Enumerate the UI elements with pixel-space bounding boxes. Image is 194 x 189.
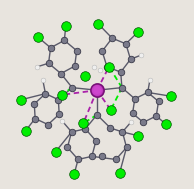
Point xyxy=(111,37,114,40)
Point xyxy=(95,113,99,116)
Point xyxy=(157,100,160,103)
Point xyxy=(140,53,143,57)
Point xyxy=(35,66,38,69)
Point xyxy=(59,72,62,75)
Point xyxy=(36,35,39,38)
Point xyxy=(133,97,136,100)
Point xyxy=(77,158,80,161)
Point xyxy=(109,108,112,112)
Point xyxy=(20,98,23,101)
Point xyxy=(119,71,122,74)
Point xyxy=(57,98,60,101)
Point xyxy=(49,46,52,49)
Point xyxy=(60,93,63,96)
Point xyxy=(121,130,124,133)
Point xyxy=(95,89,99,92)
Point xyxy=(137,30,140,33)
Point xyxy=(146,91,149,94)
Point xyxy=(164,122,167,125)
Point xyxy=(71,86,74,89)
Point xyxy=(142,121,145,124)
Point xyxy=(101,50,104,53)
Point xyxy=(47,62,50,65)
Point xyxy=(95,89,99,92)
Point xyxy=(130,120,133,123)
Point xyxy=(105,65,108,68)
Point xyxy=(34,117,37,120)
Point xyxy=(94,139,98,142)
Point xyxy=(58,113,61,116)
Point xyxy=(41,79,44,82)
Point xyxy=(155,115,158,118)
Point xyxy=(61,120,64,123)
Point xyxy=(101,155,104,158)
Point xyxy=(120,86,123,89)
Point xyxy=(92,66,95,69)
Point xyxy=(83,74,87,77)
Point xyxy=(109,126,112,129)
Point xyxy=(124,42,127,45)
Point xyxy=(63,39,66,42)
Point xyxy=(75,49,78,52)
Point xyxy=(33,102,36,105)
Point xyxy=(73,65,76,68)
Point xyxy=(125,146,128,149)
Point xyxy=(114,158,117,161)
Point xyxy=(99,68,102,71)
Point xyxy=(82,122,85,125)
Point xyxy=(131,112,134,115)
Point xyxy=(24,129,27,132)
Point xyxy=(70,130,73,133)
Point xyxy=(47,123,50,126)
Point xyxy=(90,155,93,158)
Point xyxy=(118,171,121,174)
Point xyxy=(97,22,100,26)
Point xyxy=(129,58,132,61)
Point xyxy=(169,95,172,98)
Point xyxy=(54,150,57,153)
Point xyxy=(64,25,67,28)
Point xyxy=(137,134,140,137)
Point xyxy=(95,89,99,92)
Point xyxy=(107,65,111,68)
Point xyxy=(44,92,47,95)
Point xyxy=(148,78,152,81)
Point xyxy=(84,127,87,130)
Point xyxy=(66,146,69,149)
Point xyxy=(73,172,76,175)
